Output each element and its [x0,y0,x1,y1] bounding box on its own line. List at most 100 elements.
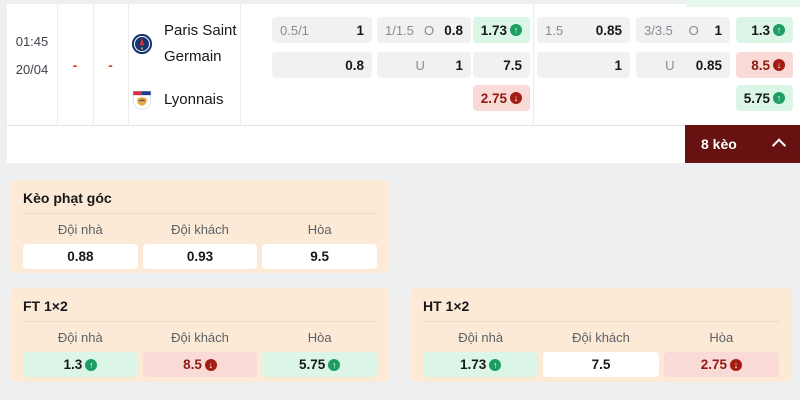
corner-away-label: Đội khách [171,222,229,237]
trend-up-icon: ↑ [773,24,785,36]
ft-away-odds-cell[interactable]: 8.5 ↓ [142,352,258,377]
corner-draw-odds: 9.5 [310,249,330,264]
g2-1x2-away-odds: 8.5 [751,57,770,73]
g1-under-label: U [415,57,425,73]
g2-ou-line: 3/3.5 [644,22,673,38]
g1-1x2-draw-cell[interactable]: 2.75 ↓ [473,85,530,111]
ft-draw-odds: 5.75 [299,357,326,372]
ft-away-label: Đội khách [171,330,229,345]
home-team-name: Paris Saint Germain [164,22,237,65]
collapse-odds-label: 8 kèo [701,136,737,152]
ft-home-odds-cell[interactable]: 1.3 ↑ [23,352,138,377]
trend-up-icon: ↑ [773,92,785,104]
g1-handicap-home-cell[interactable]: 0.5/1 1 [272,17,372,43]
g1-1x2-away-odds: 7.5 [503,57,522,73]
g2-handicap-away-odds: 1 [614,57,622,73]
g2-1x2-draw-cell[interactable]: 5.75 ↑ [736,85,793,111]
ht-draw-odds-cell[interactable]: 2.75 ↓ [663,352,779,377]
g2-over-cell[interactable]: 3/3.5 O 1 [636,17,730,43]
g1-1x2-home-cell[interactable]: 1.73 ↑ [473,17,530,43]
g1-over-odds: 0.8 [444,22,463,38]
g1-over-cell[interactable]: 1/1.5 O 0.8 [377,17,471,43]
home-team-row[interactable]: Paris Saint Germain [131,18,256,70]
corner-draw-odds-cell[interactable]: 9.5 [262,244,377,269]
ol-logo-icon [132,90,152,110]
away-team-row[interactable]: Lyonnais [131,87,256,113]
g1-1x2-home-odds: 1.73 [480,22,507,38]
ht-home-label: Đội nhà [458,330,504,345]
g2-handicap-away-cell[interactable]: 1 [537,52,630,78]
g2-handicap-home-cell[interactable]: 1.5 0.85 [537,17,630,43]
g2-under-cell[interactable]: U 0.85 [636,52,730,78]
g2-under-label: U [665,57,675,73]
trend-up-icon: ↑ [510,24,522,36]
ft-home-odds: 1.3 [63,357,83,372]
column-divider [128,4,129,125]
trend-up-icon: ↑ [85,358,98,371]
corner-away-odds-cell[interactable]: 0.93 [142,244,258,269]
g2-handicap-line: 1.5 [545,22,564,38]
ft-home-label: Đội nhà [57,330,103,345]
column-divider [240,4,241,125]
g1-handicap-home-odds: 1 [356,22,364,38]
cropped-cell-remnant [686,0,800,7]
g2-1x2-home-cell[interactable]: 1.3 ↑ [736,17,793,43]
ht-home-odds: 1.73 [460,357,487,372]
match-date: 20/04 [15,62,49,77]
ft-draw-label: Hòa [307,330,332,345]
chevron-up-icon [771,138,787,153]
corner-home-odds: 0.88 [67,249,94,264]
ht-draw-odds: 2.75 [700,357,727,372]
ft-1x2-panel: FT 1×2 Đội nhà Đội khách Hòa 1.3 ↑ 8.5 ↓… [10,288,390,382]
home-score-dash: - [72,56,78,73]
g1-under-cell[interactable]: U 1 [377,52,471,78]
trend-down-icon: ↓ [510,92,522,104]
collapse-strip [7,126,800,163]
ft-panel-title: FT 1×2 [23,298,377,322]
match-odds-table: 01:45 20/04 - - Paris Saint Germain Lyon… [7,4,800,126]
corner-home-odds-cell[interactable]: 0.88 [23,244,138,269]
away-score-dash: - [108,56,113,73]
column-divider [57,4,58,125]
g1-1x2-draw-odds: 2.75 [480,90,507,106]
psg-logo-icon [131,33,153,55]
column-divider [533,4,534,125]
g1-handicap-away-cell[interactable]: 0.8 [272,52,372,78]
ft-draw-odds-cell[interactable]: 5.75 ↑ [262,352,377,377]
match-time-block: 01:45 20/04 [7,34,57,78]
ht-away-odds-cell[interactable]: 7.5 [543,352,659,377]
g2-over-odds: 1 [714,22,722,38]
corner-away-odds: 0.93 [186,249,214,264]
ht-away-odds: 7.5 [591,357,611,372]
trend-down-icon: ↓ [204,358,217,371]
corner-home-label: Đội nhà [57,222,103,237]
trend-up-icon: ↑ [489,358,502,371]
g1-handicap-line: 0.5/1 [280,22,309,38]
ht-away-label: Đội khách [572,330,630,345]
ht-draw-label: Hòa [709,330,734,345]
away-team-name: Lyonnais [164,91,224,108]
corner-panel-title: Kèo phạt góc [23,190,377,214]
g2-1x2-home-odds: 1.3 [751,22,770,38]
g1-ou-line: 1/1.5 [385,22,414,38]
g2-1x2-draw-odds: 5.75 [743,90,770,106]
g1-under-odds: 1 [455,57,463,73]
match-time: 01:45 [15,34,49,49]
g1-over-label: O [424,22,435,38]
column-divider [93,4,94,125]
g2-under-odds: 0.85 [695,57,722,73]
collapse-odds-button[interactable]: 8 kèo [685,125,800,163]
g1-1x2-away-cell[interactable]: 7.5 [473,52,530,78]
g2-1x2-away-cell[interactable]: 8.5 ↓ [736,52,793,78]
corner-draw-label: Hòa [307,222,332,237]
corner-odds-panel: Kèo phạt góc Đội nhà Đội khách Hòa 0.88 … [10,180,390,273]
ht-1x2-panel: HT 1×2 Đội nhà Đội khách Hòa 1.73 ↑ 7.5 … [410,288,792,382]
ht-home-odds-cell[interactable]: 1.73 ↑ [423,352,539,377]
g1-handicap-away-odds: 0.8 [345,57,364,73]
trend-down-icon: ↓ [773,59,785,71]
ht-panel-title: HT 1×2 [423,298,779,322]
trend-up-icon: ↑ [328,358,341,371]
g2-over-label: O [688,22,699,38]
trend-down-icon: ↓ [729,358,742,371]
